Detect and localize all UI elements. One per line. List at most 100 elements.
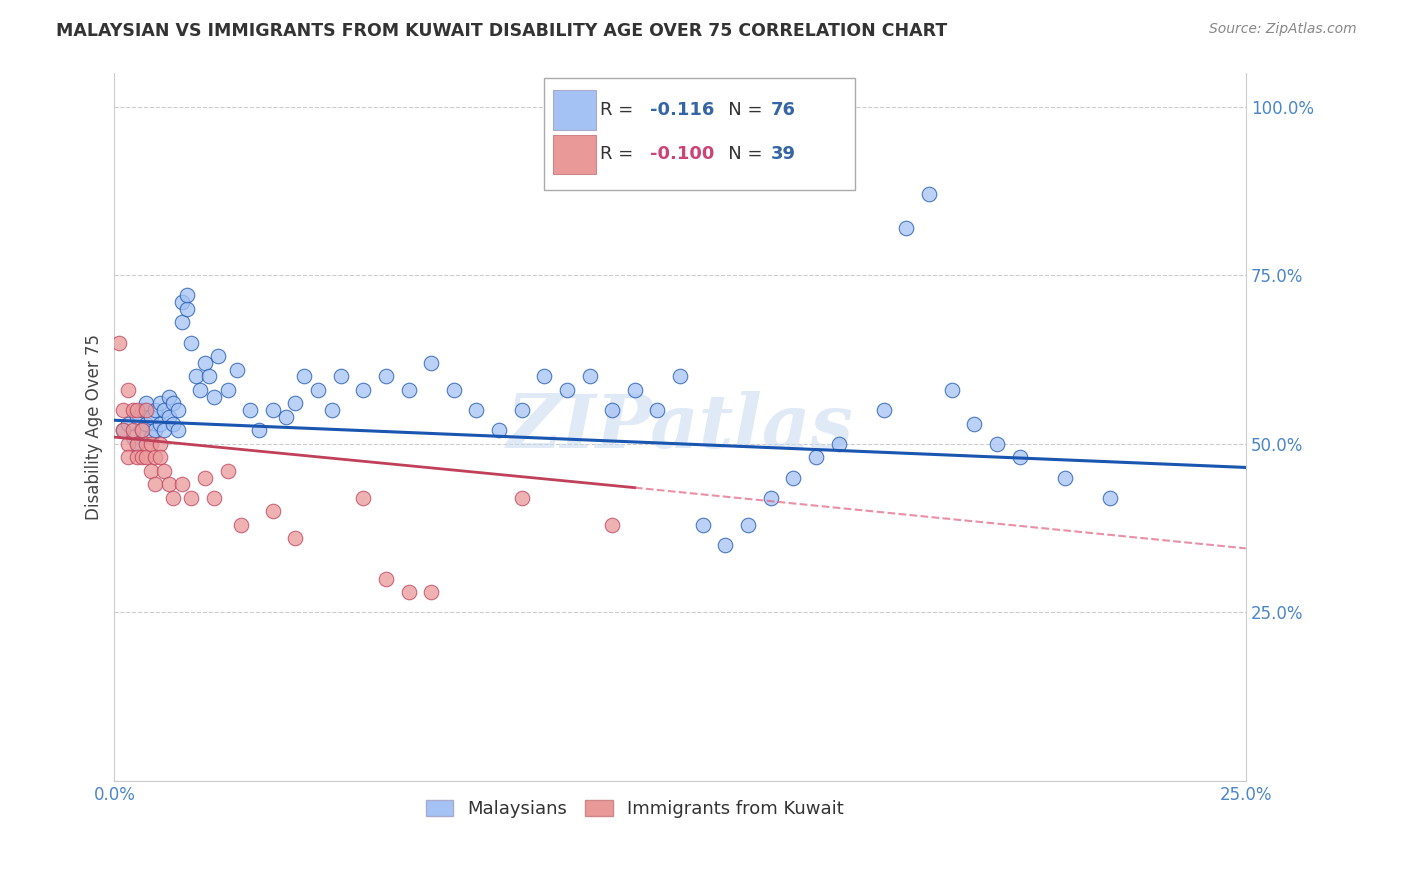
Point [284, 396, 307, 410]
Point [398, 383, 420, 397]
Point [125, 409, 148, 424]
Point [398, 585, 420, 599]
Point [714, 538, 737, 552]
Point [121, 430, 143, 444]
Point [172, 295, 194, 310]
Point [135, 403, 157, 417]
Text: N =: N = [710, 145, 768, 163]
Point [157, 409, 180, 424]
Legend: Malaysians, Immigrants from Kuwait: Malaysians, Immigrants from Kuwait [419, 792, 851, 825]
Text: -0.116: -0.116 [650, 101, 714, 119]
Point [176, 301, 198, 316]
Point [153, 403, 176, 417]
Point [555, 383, 578, 397]
Point [873, 403, 896, 417]
Point [986, 437, 1008, 451]
Point [759, 491, 782, 505]
Point [202, 491, 225, 505]
Point [963, 417, 986, 431]
Point [117, 450, 139, 465]
Point [166, 423, 188, 437]
Point [918, 187, 941, 202]
Point [578, 369, 600, 384]
Point [149, 417, 172, 431]
Point [131, 403, 153, 417]
Point [125, 437, 148, 451]
Point [321, 403, 343, 417]
Point [153, 423, 176, 437]
Point [247, 423, 270, 437]
Y-axis label: Disability Age Over 75: Disability Age Over 75 [86, 334, 103, 520]
Point [143, 423, 166, 437]
Point [198, 369, 221, 384]
Point [157, 390, 180, 404]
Point [669, 369, 692, 384]
Point [194, 356, 217, 370]
Point [1008, 450, 1031, 465]
Point [647, 403, 669, 417]
Point [510, 491, 533, 505]
Text: 76: 76 [770, 101, 796, 119]
Point [420, 356, 443, 370]
Point [262, 504, 284, 518]
Point [190, 383, 212, 397]
Point [600, 403, 623, 417]
Point [782, 470, 804, 484]
Point [139, 437, 162, 451]
Point [162, 396, 184, 410]
Point [804, 450, 827, 465]
Point [112, 423, 135, 437]
Text: R =: R = [600, 145, 638, 163]
Point [488, 423, 510, 437]
Text: MALAYSIAN VS IMMIGRANTS FROM KUWAIT DISABILITY AGE OVER 75 CORRELATION CHART: MALAYSIAN VS IMMIGRANTS FROM KUWAIT DISA… [56, 22, 948, 40]
Point [624, 383, 647, 397]
Point [135, 417, 157, 431]
Point [125, 450, 148, 465]
Point [117, 417, 139, 431]
Point [294, 369, 316, 384]
Point [374, 369, 396, 384]
Text: Source: ZipAtlas.com: Source: ZipAtlas.com [1209, 22, 1357, 37]
Point [262, 403, 284, 417]
Point [121, 423, 143, 437]
Point [180, 335, 202, 350]
Point [941, 383, 963, 397]
Point [143, 403, 166, 417]
Point [896, 221, 918, 235]
Point [112, 423, 135, 437]
Point [117, 437, 139, 451]
Text: -0.100: -0.100 [650, 145, 714, 163]
Point [125, 437, 148, 451]
Point [600, 517, 623, 532]
Point [135, 396, 157, 410]
Point [108, 335, 131, 350]
Point [194, 470, 217, 484]
Point [157, 477, 180, 491]
Point [176, 288, 198, 302]
Point [307, 383, 329, 397]
Text: R =: R = [600, 101, 644, 119]
Point [143, 450, 166, 465]
Point [149, 396, 172, 410]
Point [180, 491, 202, 505]
Point [172, 477, 194, 491]
Point [131, 450, 153, 465]
Point [420, 585, 443, 599]
Point [143, 477, 166, 491]
Point [131, 423, 153, 437]
Point [284, 531, 307, 545]
Point [202, 390, 225, 404]
Point [184, 369, 207, 384]
Point [465, 403, 488, 417]
Point [125, 403, 148, 417]
Point [229, 517, 252, 532]
Point [139, 409, 162, 424]
Point [692, 517, 714, 532]
Point [737, 517, 759, 532]
Point [149, 437, 172, 451]
Text: N =: N = [710, 101, 768, 119]
Point [139, 464, 162, 478]
Point [131, 423, 153, 437]
Point [276, 409, 298, 424]
Point [239, 403, 262, 417]
